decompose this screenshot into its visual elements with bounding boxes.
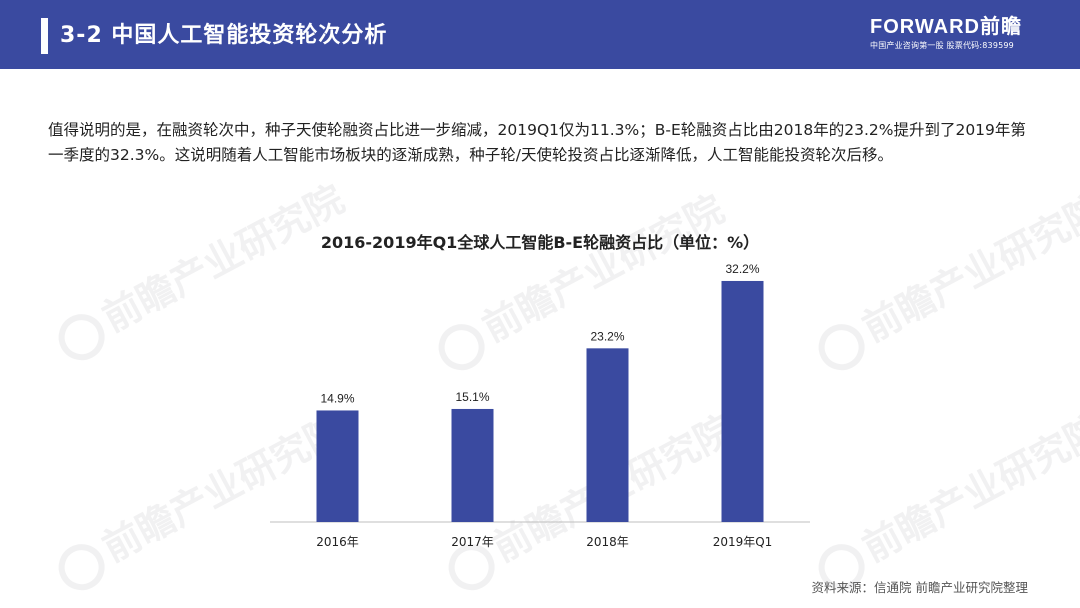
x-tick-label-2: 2018年: [586, 535, 629, 549]
bar-1: [451, 408, 494, 522]
data-label-2: 23.2%: [590, 329, 624, 343]
x-tick-label-1: 2017年: [451, 535, 494, 549]
source-note: 资料来源：信通院 前瞻产业研究院整理: [811, 580, 1028, 595]
logo-subtext: 中国产业咨询第一股 股票代码:839599: [870, 41, 1014, 50]
header-bar: 3-2 中国人工智能投资轮次分析 FORWARD前瞻 中国产业咨询第一股 股票代…: [0, 0, 1080, 69]
intro-paragraph: 值得说明的是，在融资轮次中，种子天使轮融资占比进一步缩减，2019Q1仅为11.…: [48, 121, 1026, 164]
x-tick-label-3: 2019年Q1: [713, 535, 773, 549]
data-label-1: 15.1%: [455, 390, 489, 404]
title-accent-bar: [41, 18, 48, 54]
slide-title: 3-2 中国人工智能投资轮次分析: [60, 23, 388, 48]
data-label-3: 32.2%: [725, 262, 759, 276]
bar-0: [316, 410, 359, 522]
chart-title: 2016-2019年Q1全球人工智能B-E轮融资占比（单位：%）: [320, 233, 760, 252]
bar-2: [586, 348, 629, 522]
bar-3: [721, 280, 764, 522]
logo-text: FORWARD前瞻: [870, 16, 1022, 38]
data-label-0: 14.9%: [320, 391, 354, 405]
x-tick-label-0: 2016年: [316, 535, 359, 549]
brand-logo: FORWARD前瞻 中国产业咨询第一股 股票代码:839599: [870, 16, 1040, 52]
